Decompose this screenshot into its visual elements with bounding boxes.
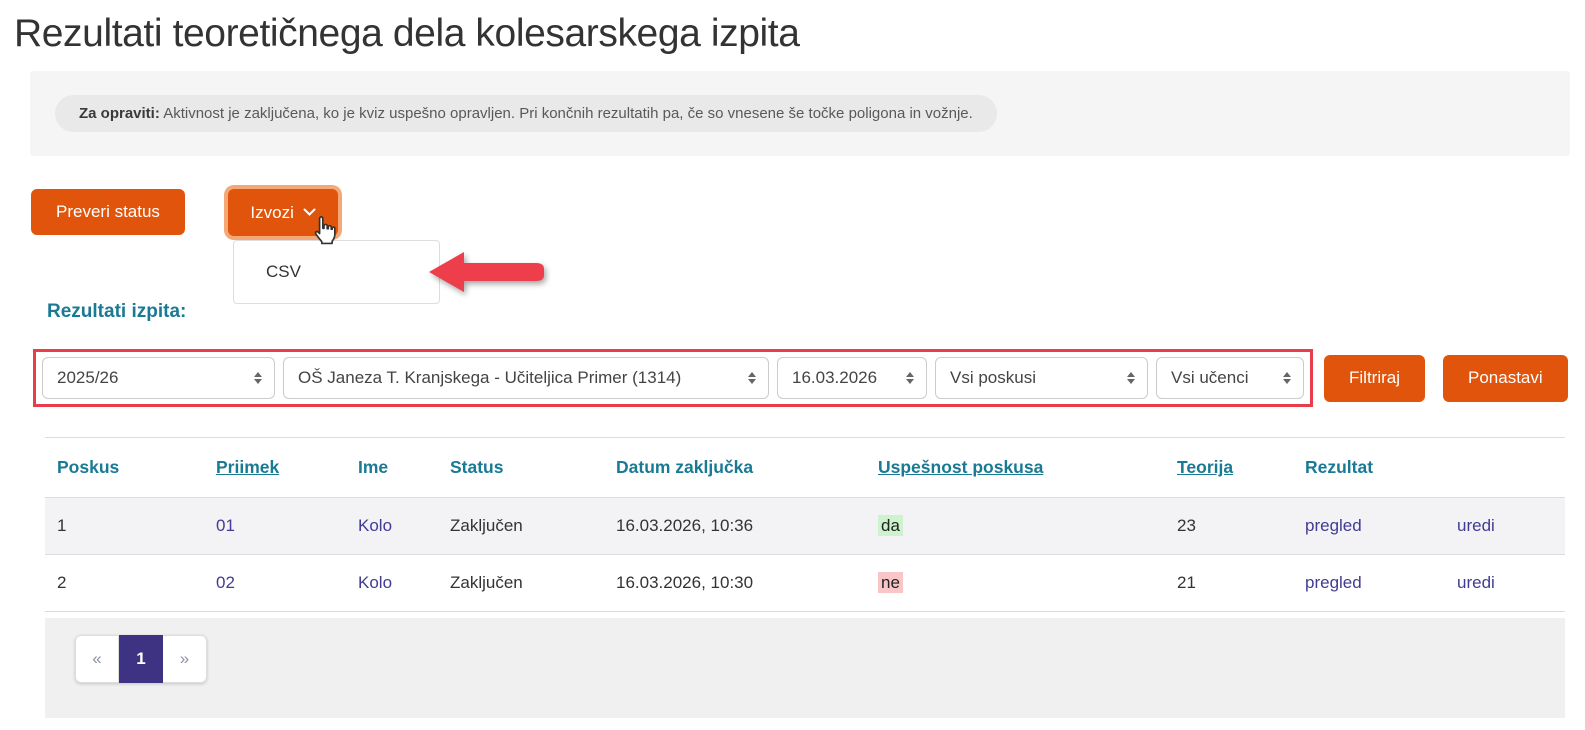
column-header-finish-date: Datum zaključka [604, 437, 866, 498]
review-link[interactable]: pregled [1305, 573, 1362, 592]
school-select[interactable]: OŠ Janeza T. Kranjskega - Učiteljica Pri… [283, 357, 769, 399]
theory-cell: 21 [1165, 554, 1293, 612]
sort-link-surname[interactable]: Priimek [216, 457, 280, 477]
check-status-button[interactable]: Preveri status [31, 189, 185, 235]
status-cell: Zaključen [438, 554, 604, 612]
notice-label: Za opraviti: [79, 105, 160, 122]
review-link[interactable]: pregled [1305, 516, 1362, 535]
students-value: Vsi učenci [1171, 368, 1249, 387]
edit-link[interactable]: uredi [1457, 516, 1495, 535]
sort-link-theory[interactable]: Teorija [1177, 457, 1234, 477]
column-header-name: Ime [346, 437, 438, 498]
select-updown-icon [748, 371, 756, 385]
chevron-down-icon [303, 208, 316, 217]
column-header-theory: Teorija [1165, 437, 1293, 498]
filter-row: 2025/26 OŠ Janeza T. Kranjskega - Učitel… [33, 349, 1585, 407]
pagination: « 1 » [75, 635, 207, 683]
table-header-row: Poskus Priimek Ime Status Datum zaključk… [45, 437, 1565, 498]
column-header-attempt: Poskus [45, 437, 204, 498]
table-row: 2 02 Kolo Zaključen 16.03.2026, 10:30 ne… [45, 554, 1565, 612]
current-page-button[interactable]: 1 [119, 635, 163, 683]
page-title: Rezultati teoretičnega dela kolesarskega… [14, 12, 800, 55]
select-updown-icon [254, 371, 262, 385]
attempt-cell: 1 [45, 497, 204, 555]
attempt-cell: 2 [45, 554, 204, 612]
todo-notice: Za opraviti: Aktivnost je zaključena, ko… [30, 71, 1570, 156]
annotation-arrow-icon [428, 249, 546, 300]
attempts-value: Vsi poskusi [950, 368, 1036, 387]
school-year-value: 2025/26 [57, 368, 119, 387]
status-cell: Zaključen [438, 497, 604, 555]
reset-button[interactable]: Ponastavi [1443, 354, 1568, 402]
annotation-highlight-box: 2025/26 OŠ Janeza T. Kranjskega - Učitel… [33, 349, 1313, 407]
theory-cell: 23 [1165, 497, 1293, 555]
surname-link[interactable]: 02 [216, 573, 235, 592]
column-header-surname: Priimek [204, 437, 346, 498]
table-row: 1 01 Kolo Zaključen 16.03.2026, 10:36 da… [45, 497, 1565, 555]
menu-item-csv[interactable]: CSV [266, 262, 301, 281]
export-dropdown-menu: CSV [233, 240, 440, 304]
surname-link[interactable]: 01 [216, 516, 235, 535]
results-table: Poskus Priimek Ime Status Datum zaključk… [45, 437, 1565, 612]
students-select[interactable]: Vsi učenci [1156, 357, 1304, 399]
todo-notice-pill: Za opraviti: Aktivnost je zaključena, ko… [55, 95, 997, 132]
column-header-result: Rezultat [1293, 437, 1445, 498]
edit-link[interactable]: uredi [1457, 573, 1495, 592]
sort-link-success[interactable]: Uspešnost poskusa [878, 457, 1044, 477]
toolbar: Preveri status Izvozi CSV [31, 189, 1585, 304]
prev-page-button[interactable]: « [75, 635, 119, 683]
filter-button[interactable]: Filtriraj [1324, 354, 1425, 402]
success-badge: ne [878, 572, 903, 593]
export-button[interactable]: Izvozi [228, 189, 338, 236]
select-updown-icon [1127, 371, 1135, 385]
school-value: OŠ Janeza T. Kranjskega - Učiteljica Pri… [298, 368, 682, 387]
select-updown-icon [906, 371, 914, 385]
finish-date-cell: 16.03.2026, 10:36 [604, 497, 866, 555]
table-footer: « 1 » [45, 618, 1565, 718]
column-header-success: Uspešnost poskusa [866, 437, 1165, 498]
next-page-button[interactable]: » [163, 635, 207, 683]
attempts-select[interactable]: Vsi poskusi [935, 357, 1148, 399]
column-header-empty [1445, 437, 1565, 498]
select-updown-icon [1283, 371, 1291, 385]
export-button-label: Izvozi [250, 202, 294, 222]
date-select[interactable]: 16.03.2026 [777, 357, 927, 399]
cursor-pointer-icon [311, 215, 338, 251]
name-link[interactable]: Kolo [358, 573, 393, 592]
finish-date-cell: 16.03.2026, 10:30 [604, 554, 866, 612]
name-link[interactable]: Kolo [358, 516, 393, 535]
school-year-select[interactable]: 2025/26 [42, 357, 275, 399]
notice-text: Aktivnost je zaključena, ko je kviz uspe… [159, 105, 973, 122]
results-section-heading: Rezultati izpita: [47, 301, 187, 322]
column-header-status: Status [438, 437, 604, 498]
date-value: 16.03.2026 [792, 368, 878, 387]
success-badge: da [878, 515, 903, 536]
